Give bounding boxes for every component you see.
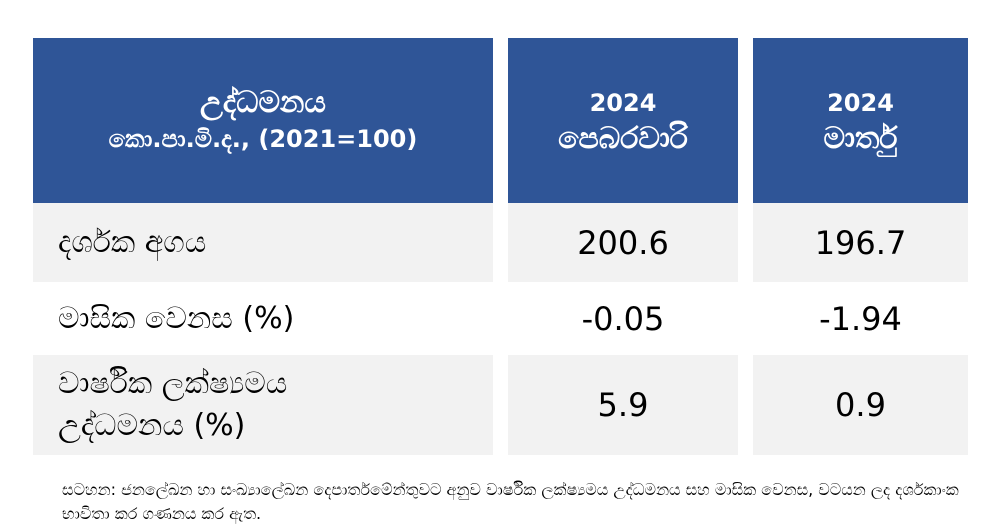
row-label: දර්ශක අගය bbox=[33, 203, 493, 282]
row-label: වාර්ෂික ලක්ෂ්‍යමය උද්ධමනය (%) bbox=[33, 355, 493, 455]
text-line: මාසික වෙනස (%) bbox=[58, 300, 295, 336]
value-cell: 5.9 bbox=[508, 355, 738, 455]
text-line: 2024 bbox=[827, 88, 894, 117]
value-cell: -1.94 bbox=[753, 282, 968, 355]
text-line: දර්ශක අගය bbox=[58, 224, 207, 260]
row-label: මාසික වෙනස (%) bbox=[33, 282, 493, 355]
header-cell: උද්ධමනය කො.පා.මි.ද., (2021=100) bbox=[33, 38, 493, 203]
text-line: 5.9 bbox=[597, 386, 649, 424]
text-line: -1.94 bbox=[819, 299, 902, 338]
text-line: පෙබරවාරි bbox=[558, 120, 688, 156]
text-line: 196.7 bbox=[814, 223, 907, 262]
text-line: වාර්ෂික ලක්ෂ්‍යමය bbox=[58, 366, 288, 401]
text-line: 200.6 bbox=[577, 223, 669, 262]
header-cell: 2024 මාර්තු bbox=[753, 38, 968, 203]
text-line: උද්ධමනය (%) bbox=[58, 408, 246, 443]
text-line: -0.05 bbox=[581, 299, 665, 338]
text-line: මාර්තු bbox=[823, 120, 898, 156]
note: සටහන: ජනලේඛන හා සංඛ්‍යාලේඛන දෙපාර්තමේන්ත… bbox=[62, 480, 959, 523]
value-cell: 200.6 bbox=[508, 203, 738, 282]
header-cell: 2024 පෙබරවාරි bbox=[508, 38, 738, 203]
text-line: උද්ධමනය bbox=[200, 84, 326, 120]
value-cell: -0.05 bbox=[508, 282, 738, 355]
value-cell: 196.7 bbox=[753, 203, 968, 282]
text-line: 2024 bbox=[589, 88, 657, 117]
value-cell: 0.9 bbox=[753, 355, 968, 455]
text-line: කො.පා.මි.ද., (2021=100) bbox=[108, 124, 418, 153]
text-line: 0.9 bbox=[835, 386, 886, 424]
